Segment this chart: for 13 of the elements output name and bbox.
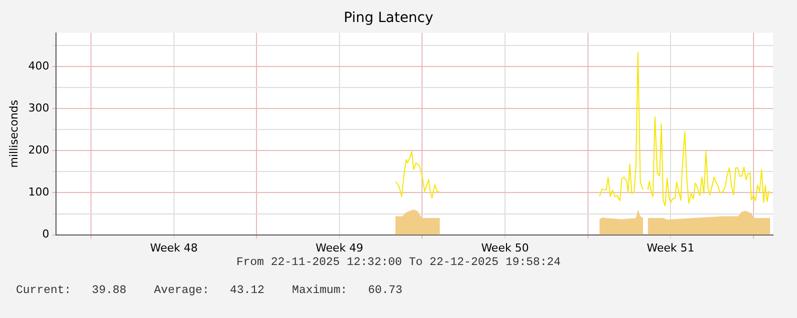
y-tick-label: 200 — [28, 143, 50, 156]
x-tick-label: Week 50 — [481, 241, 529, 254]
y-tick-label: 400 — [28, 59, 50, 72]
x-tick-label: Week 51 — [646, 241, 694, 254]
y-tick-label: 100 — [28, 186, 50, 199]
y-tick-label: 0 — [42, 228, 50, 241]
text: From 22-11-2025 12:32:00 To 22-12-2025 19:58:24 — [235, 256, 562, 269]
y-axis-title: milliseconds — [7, 100, 20, 168]
chart-title: Ping Latency — [344, 10, 434, 26]
x-tick-label: Week 48 — [150, 241, 198, 254]
text: Current: 39.88 Average: 43.12 Maximum: 60.73 — [16, 284, 402, 297]
x-tick-label: Week 49 — [316, 241, 364, 254]
y-tick-label: 300 — [28, 101, 50, 114]
